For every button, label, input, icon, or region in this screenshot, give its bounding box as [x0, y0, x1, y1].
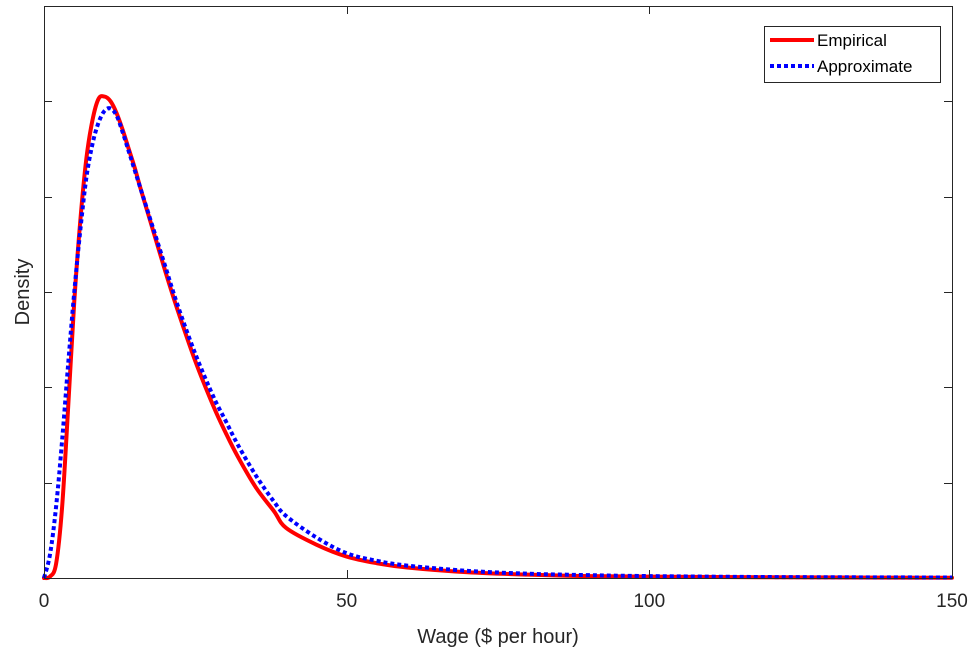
x-tick-label: 50: [336, 591, 357, 612]
legend-label-approximate: Approximate: [817, 57, 912, 76]
y-axis-title: Density: [12, 259, 34, 326]
plot-area: [44, 6, 952, 578]
legend-box: [764, 26, 941, 83]
x-tick-label: 100: [633, 591, 665, 612]
series-line-approximate: [42, 106, 953, 580]
legend: Empirical Approximate: [764, 26, 941, 83]
x-tick-label: 150: [936, 591, 968, 612]
ticks-layer: 0 50 100 150: [39, 6, 968, 612]
legend-label-empirical: Empirical: [817, 31, 887, 50]
x-axis-title: Wage ($ per hour): [417, 626, 579, 648]
x-tick-label: 0: [39, 591, 50, 612]
series-layer: [42, 94, 954, 581]
